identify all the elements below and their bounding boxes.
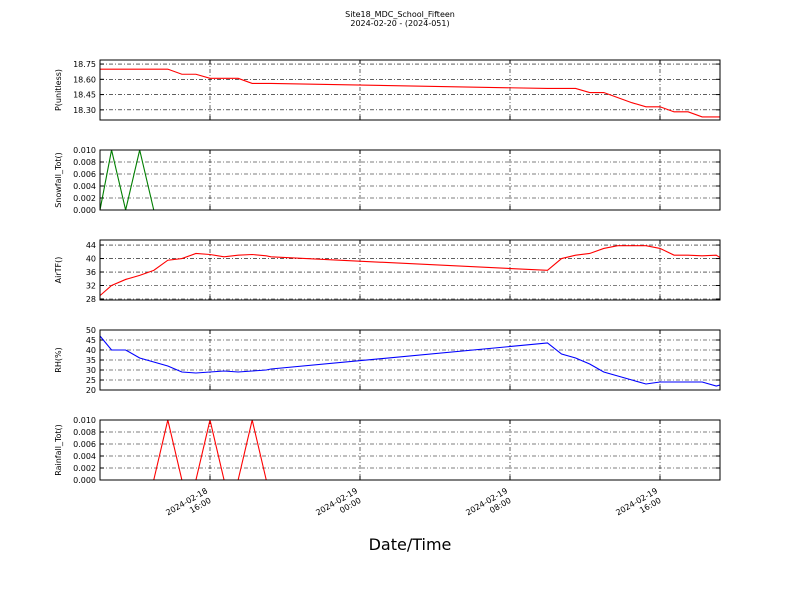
y-tick-label: 18.30 xyxy=(73,106,96,115)
y-tick-label: 0.006 xyxy=(73,440,96,449)
y-axis-label: P(unitless) xyxy=(54,69,63,111)
y-tick-label: 0.004 xyxy=(73,182,96,191)
y-tick-label: 0.010 xyxy=(73,416,96,425)
data-line xyxy=(99,335,721,387)
y-tick-label: 0.000 xyxy=(73,206,96,215)
x-tick-label: 2024-02-1816:00 xyxy=(164,486,214,526)
plot-frame xyxy=(99,239,721,301)
y-tick-label: 18.45 xyxy=(73,91,96,100)
y-tick-label: 18.75 xyxy=(73,60,96,69)
y-tick-label: 0.008 xyxy=(73,158,96,167)
data-line xyxy=(99,245,721,297)
y-tick-label: 30 xyxy=(86,366,96,375)
x-tick-label: 2024-02-1916:00 xyxy=(614,486,664,526)
y-tick-label: 28 xyxy=(86,295,96,304)
plot-frame xyxy=(99,419,721,481)
y-tick-label: 40 xyxy=(86,346,96,355)
y-tick-label: 36 xyxy=(86,268,96,277)
x-tick-label: 2024-02-1908:00 xyxy=(464,486,514,526)
x-tick-label: 2024-02-1900:00 xyxy=(314,486,364,526)
y-tick-label: 25 xyxy=(86,376,96,385)
y-tick-label: 40 xyxy=(86,255,96,264)
y-tick-label: 50 xyxy=(86,326,96,335)
y-axis-label: Snowfall_Tot() xyxy=(54,152,63,208)
y-tick-label: 35 xyxy=(86,356,96,365)
y-tick-label: 32 xyxy=(86,282,96,291)
y-tick-label: 44 xyxy=(86,241,96,250)
y-tick-label: 0.008 xyxy=(73,428,96,437)
y-tick-label: 45 xyxy=(86,336,96,345)
plot-frame xyxy=(99,329,721,391)
y-tick-label: 18.60 xyxy=(73,75,96,84)
y-tick-label: 0.000 xyxy=(73,476,96,485)
data-line xyxy=(100,68,720,118)
y-tick-label: 0.006 xyxy=(73,170,96,179)
plot-frame xyxy=(99,149,721,211)
subtitle: 2024-02-20 - (2024-051) xyxy=(350,19,449,28)
y-tick-label: 0.002 xyxy=(73,194,96,203)
y-tick-label: 0.002 xyxy=(73,464,96,473)
y-axis-label: AirTF() xyxy=(54,257,63,284)
y-tick-label: 0.010 xyxy=(73,146,96,155)
x-axis-label: Date/Time xyxy=(369,535,452,554)
y-tick-label: 20 xyxy=(86,386,96,395)
title: Site18_MDC_School_Fifteen xyxy=(345,10,455,19)
plot-frame xyxy=(99,59,721,121)
y-axis-label: RH(%) xyxy=(54,347,63,372)
y-axis-label: Rainfall_Tot() xyxy=(54,424,63,476)
data-line xyxy=(100,419,720,481)
data-line xyxy=(99,149,720,211)
y-tick-label: 0.004 xyxy=(73,452,96,461)
